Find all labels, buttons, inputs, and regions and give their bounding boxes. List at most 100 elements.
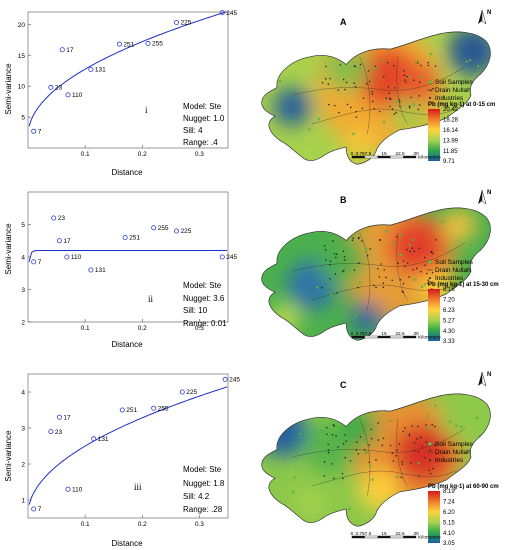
point-label: 23 [55, 85, 63, 92]
industry-marker [333, 425, 336, 427]
point-label: 7 [38, 506, 42, 513]
soil-sample-marker [423, 283, 427, 286]
range-value: Range: .4 [183, 138, 218, 147]
data-point [65, 92, 71, 98]
industry-marker [387, 86, 390, 88]
point-label: 17 [63, 238, 71, 245]
surface-blob [394, 424, 452, 483]
colorbar-value: 5.15 [443, 520, 455, 526]
soil-sample-marker [298, 432, 302, 435]
soil-sample-marker [348, 507, 351, 510]
industry-marker [416, 62, 419, 64]
scale-tick-label: 22.5 [395, 331, 405, 337]
x-tick-label: 0.3 [195, 521, 204, 528]
surface-blob [442, 207, 477, 243]
industry-marker [345, 81, 348, 84]
industry-marker [329, 263, 331, 266]
scale-tick-label: 3.75 [355, 331, 365, 337]
industry-marker [382, 437, 385, 440]
surface-blob [342, 125, 377, 161]
industry-marker [402, 282, 405, 285]
industry-marker [395, 111, 397, 114]
soil-sample-marker [340, 432, 343, 436]
industry-marker [354, 65, 357, 68]
soil-sample-marker [475, 416, 479, 420]
industry-marker [417, 450, 420, 453]
industry-marker [339, 64, 342, 66]
industry-marker [432, 467, 434, 470]
industry-marker [434, 425, 436, 428]
nugget-value: Nugget: 1.0 [183, 114, 225, 123]
soil-sample-marker [353, 301, 356, 305]
industry-marker [328, 103, 330, 106]
point-label: 131 [98, 436, 109, 443]
data-point [219, 10, 225, 16]
industry-marker [429, 449, 431, 451]
soil-sample-marker [408, 75, 412, 79]
industry-marker [329, 278, 331, 280]
surface-blob [351, 301, 383, 333]
x-axis-label: Distance [111, 539, 143, 548]
soil-sample-marker [468, 243, 472, 247]
soil-sample-marker [449, 420, 452, 423]
data-point [116, 41, 122, 47]
industry-marker [366, 83, 368, 85]
legend-samples-label: Soil Samples [435, 441, 474, 448]
industry-marker [399, 279, 402, 281]
industry-marker [399, 105, 401, 107]
industry-marker [343, 256, 346, 258]
colorbar-value: 7.24 [443, 500, 455, 506]
figure-row-2: 0.1 0.2 0.3 2 3 4 5 7 23 17 110 131 251 255 225 245 Se… [0, 184, 509, 360]
industry-marker [333, 477, 335, 480]
scale-tick-label: 15 [381, 331, 387, 337]
scale-bar-segment [403, 156, 416, 158]
industry-marker [377, 267, 379, 270]
industry-marker [355, 116, 358, 118]
interpolated-surface [261, 207, 491, 341]
surface-blob [396, 62, 439, 105]
industry-marker [420, 270, 422, 273]
industry-marker [410, 462, 412, 464]
soil-sample-marker [465, 60, 468, 63]
colorbar-value: 3.33 [443, 339, 455, 345]
data-point [174, 228, 180, 234]
data-point [64, 254, 70, 260]
industry-marker [401, 290, 404, 293]
chart-marks: 7 23 17 110 131 251 255 225 245 [28, 215, 238, 274]
y-tick-label: 1 [21, 498, 25, 505]
industry-marker [418, 95, 421, 97]
scale-tick-label: 30 [413, 531, 419, 537]
surface-blob [357, 468, 400, 511]
data-point [48, 429, 54, 435]
data-point [31, 128, 37, 134]
data-point [48, 84, 54, 90]
industry-marker [394, 87, 396, 89]
point-label: 225 [181, 228, 192, 235]
colorbar-value: 13.99 [443, 138, 459, 144]
industry-marker [399, 101, 401, 103]
point-label: 245 [226, 10, 237, 17]
industry-marker [406, 75, 408, 78]
industry-marker [331, 433, 334, 436]
scale-tick-label: 0 [351, 531, 354, 537]
soil-sample-marker [395, 100, 399, 103]
industry-marker [406, 262, 409, 264]
soil-sample-marker [411, 238, 415, 242]
soil-sample-marker [274, 217, 278, 220]
industry-marker [355, 449, 358, 451]
drain-nullah-line [292, 428, 466, 458]
y-tick-label: 3 [21, 287, 25, 294]
soil-sample-marker [280, 266, 284, 269]
industry-marker [411, 247, 414, 249]
industry-marker [355, 110, 357, 113]
x-tick-label: 0.3 [195, 151, 204, 158]
soil-sample-marker [291, 491, 295, 494]
soil-sample-marker [412, 103, 415, 106]
industry-marker [321, 286, 323, 289]
point-label: 255 [158, 405, 169, 412]
industry-marker [363, 448, 366, 451]
industry-marker [408, 276, 410, 278]
